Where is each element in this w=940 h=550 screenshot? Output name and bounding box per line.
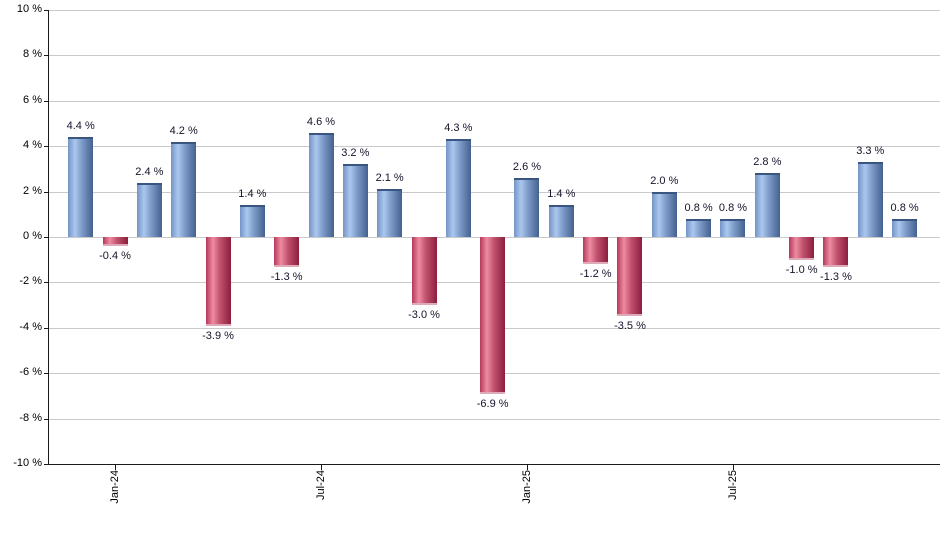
- y-axis-tick: [44, 418, 48, 420]
- bar-value-label: 0.8 %: [890, 201, 919, 214]
- bar-value-label: 3.3 %: [856, 145, 885, 158]
- bar-value-label: 4.2 %: [169, 124, 198, 137]
- y-axis-label: -6 %: [19, 366, 42, 379]
- y-axis-label: 4 %: [23, 139, 42, 152]
- bar-value-label: -1.0 %: [785, 263, 818, 276]
- x-axis-line: [48, 464, 940, 465]
- x-axis-tick: [526, 464, 528, 470]
- y-axis-label: 0 %: [23, 230, 42, 242]
- y-axis-tick: [44, 146, 48, 148]
- bar-positive: [239, 205, 265, 237]
- bar-positive: [548, 205, 574, 237]
- bar-positive: [651, 191, 677, 237]
- bar-negative: [274, 237, 300, 267]
- bar-value-label: 2.4 %: [135, 165, 164, 178]
- bar-positive: [445, 139, 471, 237]
- bar-value-label: 4.6 %: [306, 115, 336, 128]
- bar-value-label: 2.8 %: [753, 156, 782, 169]
- gridline-6pct: [48, 100, 940, 102]
- bar-positive: [892, 218, 918, 237]
- bar-value-label: 1.4 %: [547, 188, 576, 201]
- y-axis-tick: [44, 10, 48, 11]
- bar-value-label: 1.4 %: [238, 188, 267, 201]
- y-axis-tick: [44, 464, 48, 465]
- y-axis-label: 2 %: [23, 184, 42, 197]
- bar-positive: [686, 218, 712, 237]
- y-axis-label: -8 %: [19, 411, 42, 424]
- y-axis-line: [48, 10, 49, 464]
- bar-negative: [823, 237, 849, 267]
- x-axis-tick: [732, 464, 734, 470]
- bar-value-label: 4.3 %: [444, 122, 473, 135]
- bar-negative: [205, 237, 231, 326]
- y-axis-tick: [44, 237, 48, 238]
- bar-value-label: 4.4 %: [66, 120, 95, 133]
- bar-negative: [411, 237, 437, 306]
- gridline--8pct: [48, 418, 940, 420]
- bar-positive: [377, 189, 403, 237]
- gridline-8pct: [48, 55, 940, 57]
- gridline-4pct: [48, 146, 940, 148]
- y-axis-label: 8 %: [23, 48, 42, 61]
- gridline-10pct: [48, 10, 940, 11]
- bar-positive: [136, 182, 162, 237]
- bar-value-label: 2.0 %: [650, 174, 679, 187]
- y-axis-tick: [44, 100, 48, 102]
- bar-value-label: -6.9 %: [476, 397, 509, 410]
- bar-positive: [857, 162, 883, 237]
- bar-value-label: 2.6 %: [512, 160, 542, 173]
- bar-positive: [754, 173, 780, 237]
- bar-negative: [102, 237, 128, 247]
- bar-value-label: -3.5 %: [614, 320, 646, 333]
- bar-positive: [68, 137, 94, 237]
- y-axis-tick: [44, 191, 48, 193]
- bar-positive: [514, 177, 540, 237]
- y-axis-label: -10 %: [13, 457, 42, 469]
- bar-value-label: 3.2 %: [341, 147, 370, 160]
- bar-value-label: -1.3 %: [270, 270, 303, 283]
- y-axis-label: 6 %: [23, 93, 42, 106]
- bar-negative: [789, 237, 815, 260]
- y-axis-tick: [44, 327, 48, 329]
- y-axis-tick: [44, 282, 48, 284]
- bar-value-label: -3.9 %: [202, 329, 234, 342]
- bar-positive: [171, 141, 197, 237]
- bar-value-label: 0.8 %: [718, 201, 748, 214]
- y-axis-label: -4 %: [19, 320, 42, 333]
- bar-value-label: -1.3 %: [820, 270, 852, 283]
- bar-value-label: 0.8 %: [684, 201, 713, 214]
- y-axis-label: -2 %: [19, 275, 42, 288]
- bar-positive: [308, 132, 334, 237]
- y-axis-tick: [44, 373, 48, 375]
- x-axis-tick: [115, 464, 117, 470]
- bar-value-label: -1.2 %: [579, 268, 612, 281]
- bar-negative: [583, 237, 609, 265]
- bar-negative: [480, 237, 506, 394]
- bar-value-label: 2.1 %: [375, 172, 404, 185]
- x-axis-tick: [321, 464, 322, 470]
- bar-positive: [342, 164, 368, 237]
- gridline-2pct: [48, 191, 940, 193]
- y-axis-tick: [44, 55, 48, 57]
- bar-negative: [617, 237, 643, 317]
- bar-value-label: -0.4 %: [99, 250, 131, 263]
- y-axis-label: 10 %: [16, 3, 42, 15]
- bar-value-label: -3.0 %: [408, 309, 440, 322]
- bar-positive: [720, 218, 746, 237]
